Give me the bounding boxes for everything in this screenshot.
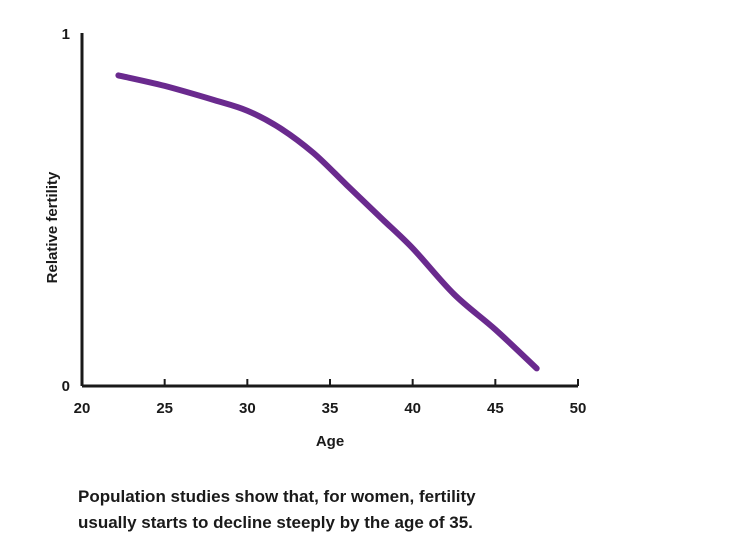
x-tick-label: 40 bbox=[404, 400, 421, 417]
x-tick-label: 45 bbox=[487, 400, 504, 417]
x-tick-label: 30 bbox=[239, 400, 256, 417]
figure-caption: Population studies show that, for women,… bbox=[78, 484, 598, 536]
x-tick-label: 20 bbox=[74, 400, 91, 417]
caption-line-2: usually starts to decline steeply by the… bbox=[78, 513, 473, 532]
y-tick-label: 0 bbox=[62, 378, 70, 395]
x-axis-title: Age bbox=[316, 433, 344, 450]
fertility-chart: 20 25 30 35 40 45 50 01 Age Relative fertility bbox=[44, 26, 587, 450]
y-tick-label: 1 bbox=[62, 26, 70, 43]
y-axis-title: Relative fertility bbox=[44, 171, 61, 283]
caption-line-1: Population studies show that, for women,… bbox=[78, 487, 476, 506]
fertility-curve bbox=[115, 72, 540, 372]
y-tick-group: 01 bbox=[62, 26, 70, 395]
x-tick-label: 25 bbox=[156, 400, 173, 417]
x-tick-label: 35 bbox=[322, 400, 339, 417]
x-tick-label: 50 bbox=[570, 400, 587, 417]
x-tick-group: 20 25 30 35 40 45 50 bbox=[74, 379, 587, 417]
